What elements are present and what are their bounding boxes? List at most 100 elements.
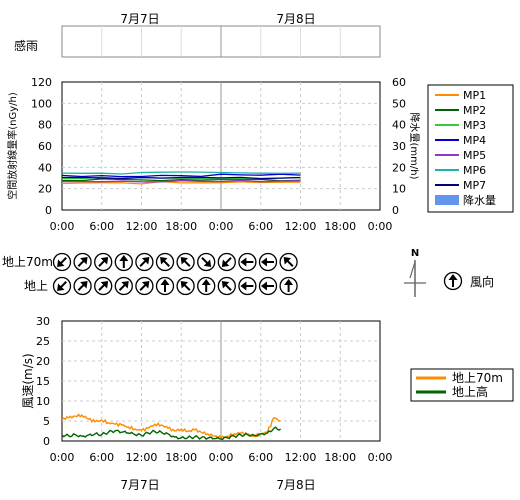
wind-speed-ytick-30: 30 — [36, 315, 50, 328]
north-label: N — [411, 248, 419, 259]
wind-arrow-icon — [238, 276, 257, 296]
precip-ytick-50: 50 — [392, 97, 406, 110]
date-label-bottom-2: 7月8日 — [276, 478, 315, 492]
wind-direction-row-70m — [52, 252, 298, 272]
precip-ytick-20: 20 — [392, 161, 406, 174]
rain-sense-label: 感雨 — [14, 38, 38, 53]
wind-arrow-icon — [94, 276, 113, 296]
wind-speed-xtick-2: 12:00 — [126, 451, 158, 464]
legend-label-MP4: MP4 — [463, 134, 486, 147]
radiation-ytick-60: 60 — [38, 140, 52, 153]
legend-label-MP5: MP5 — [463, 149, 486, 162]
radiation-xtick-3: 18:00 — [165, 220, 197, 233]
wind-speed-xtick-6: 12:00 — [285, 451, 317, 464]
precipitation-ylabel: 降水量(mm/h) — [408, 113, 421, 180]
radiation-ytick-40: 40 — [38, 161, 52, 174]
wind-speed-ytick-0: 0 — [43, 435, 50, 448]
wind-arrow-icon — [176, 276, 195, 296]
legend-label-降水量: 降水量 — [463, 193, 496, 207]
wind-speed-xtick-0: 0:00 — [50, 451, 75, 464]
wind-speed-xtick-4: 0:00 — [209, 451, 234, 464]
wind-dir-row1-label: 地上70m — [2, 255, 53, 269]
precip-ytick-0: 0 — [392, 204, 399, 217]
wind-speed-xtick-3: 18:00 — [165, 451, 197, 464]
wind-arrow-icon — [155, 252, 175, 272]
wind-speed-ytick-25: 25 — [36, 335, 50, 348]
radiation-ytick-80: 80 — [38, 119, 52, 132]
date-label-top-2: 7月8日 — [276, 12, 315, 26]
radiation-series-MP2 — [61, 178, 301, 182]
radiation-xtick-0: 0:00 — [50, 220, 75, 233]
radiation-xtick-6: 12:00 — [285, 220, 317, 233]
wind-speed-ytick-20: 20 — [36, 355, 50, 368]
radiation-xtick-5: 6:00 — [248, 220, 273, 233]
radiation-series-MP4 — [61, 173, 301, 178]
wind-direction-row-ground — [52, 276, 298, 296]
radiation-ytick-100: 100 — [31, 97, 52, 110]
legend-label-MP6: MP6 — [463, 164, 486, 177]
wind-arrow-icon — [135, 252, 154, 272]
legend-label-MP1: MP1 — [463, 89, 486, 102]
date-label-bottom-1: 7月7日 — [120, 478, 159, 492]
radiation-xtick-1: 6:00 — [89, 220, 114, 233]
legend-label-MP2: MP2 — [463, 104, 486, 117]
legend-label-MP7: MP7 — [463, 179, 486, 192]
wind-arrow-icon — [114, 252, 133, 272]
wind-arrow-icon — [73, 276, 92, 296]
rain-sense-strip — [61, 25, 381, 58]
radiation-ylabel: 空間放射線量率(nGy/h) — [6, 92, 19, 200]
radiation-xtick-4: 0:00 — [209, 220, 234, 233]
legend-swatch-precip — [435, 195, 459, 205]
wind-arrow-icon — [52, 276, 72, 296]
wind-arrow-icon — [238, 252, 257, 272]
wind-arrow-up-icon — [443, 271, 463, 291]
radiation-ytick-0: 0 — [45, 204, 52, 217]
wind-arrow-icon — [176, 252, 195, 272]
wind-arrow-icon — [217, 252, 236, 272]
wind-legend-label-1: 地上高 — [452, 384, 488, 399]
north-arrow-icon: N — [404, 248, 426, 297]
wind-arrow-icon — [258, 252, 278, 272]
legend-label-MP3: MP3 — [463, 119, 486, 132]
precip-ytick-60: 60 — [392, 76, 406, 89]
wind-direction-legend-icon — [443, 271, 463, 291]
radiation-ytick-20: 20 — [38, 183, 52, 196]
wind-direction-legend-label: 風向 — [470, 274, 494, 289]
wind-arrow-icon — [94, 252, 113, 272]
wind-speed-ytick-5: 5 — [43, 415, 50, 428]
wind-speed-xtick-1: 6:00 — [89, 451, 114, 464]
wind-arrow-icon — [135, 276, 154, 296]
wind-arrow-icon — [217, 276, 236, 296]
precip-ytick-10: 10 — [392, 183, 406, 196]
wind-speed-chart: 0 5 10 15 20 25 30 0:00 6:00 12:00 18:00 0:00 6:00 1… — [21, 315, 392, 464]
radiation-series-MP7 — [61, 176, 301, 180]
radiation-xtick-7: 18:00 — [324, 220, 356, 233]
wind-speed-ylabel: 風速(m/s) — [21, 353, 35, 408]
radiation-xtick-8: 0:00 — [368, 220, 393, 233]
wind-legend-label-0: 地上70m — [452, 371, 503, 385]
radiation-series-MP5 — [62, 179, 301, 183]
wind-speed-ytick-10: 10 — [36, 395, 50, 408]
wind-arrow-icon — [73, 252, 92, 272]
radiation-ytick-120: 120 — [31, 76, 52, 89]
wind-speed-series-ground — [61, 426, 281, 441]
wind-speed-xtick-7: 18:00 — [324, 451, 356, 464]
wind-arrow-icon — [52, 252, 72, 272]
wind-arrow-icon — [197, 252, 216, 272]
precip-ytick-30: 30 — [392, 140, 406, 153]
radiation-chart: 0 20 40 60 80 100 120 0 10 20 30 40 50 60 0:00 6:00 12… — [6, 76, 421, 233]
radiation-series-MP6 — [61, 171, 301, 175]
wind-arrow-icon — [279, 252, 298, 272]
wind-arrow-icon — [114, 276, 133, 296]
wind-arrow-icon — [279, 276, 298, 296]
wind-speed-xtick-8: 0:00 — [368, 451, 393, 464]
radiation-series-MP1 — [61, 180, 301, 185]
wind-arrow-icon — [258, 276, 278, 296]
wind-arrow-icon — [197, 276, 216, 296]
precip-ytick-40: 40 — [392, 119, 406, 132]
date-label-top-1: 7月7日 — [120, 12, 159, 26]
wind-speed-ytick-15: 15 — [36, 375, 50, 388]
